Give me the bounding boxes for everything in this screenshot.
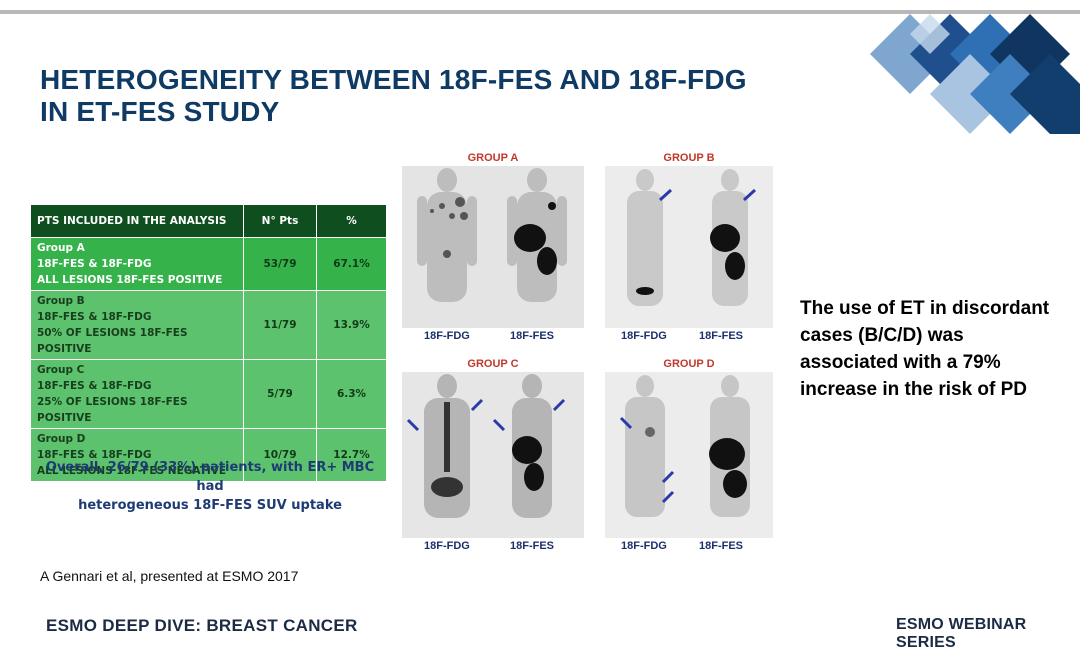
overall-summary: Overall, 26/79 (33%) patients, with ER+ … xyxy=(30,458,390,515)
group-d-label: GROUP D xyxy=(663,358,715,370)
group-tracers: 18F-FES & 18F-FDG xyxy=(37,449,152,461)
header-percent: % xyxy=(316,204,387,238)
group-b-fes-label: 18F-FES xyxy=(699,330,744,342)
page-title: HETEROGENEITY BETWEEN 18F-FES AND 18F-FD… xyxy=(40,64,760,128)
patients-table: PTS INCLUDED IN THE ANALYSIS N° Pts % Gr… xyxy=(30,204,387,482)
header-n-pts: N° Pts xyxy=(243,204,317,238)
table-row: Group B 18F-FES & 18F-FDG 50% OF LESIONS… xyxy=(30,290,387,360)
title-line-2: IN ET-FES STUDY xyxy=(40,96,280,127)
footer-brand-rest: WEBINAR SERIES xyxy=(896,616,1027,651)
group-d-fdg-label: 18F-FDG xyxy=(621,540,667,552)
group-c-fdg-label: 18F-FDG xyxy=(424,540,470,552)
row-n: 5/79 xyxy=(243,359,317,429)
table-header-row: PTS INCLUDED IN THE ANALYSIS N° Pts % xyxy=(30,204,387,238)
conclusion-line-3: associated with a 79% xyxy=(800,352,1001,373)
row-pct: 6.3% xyxy=(316,359,387,429)
conclusion-text: The use of ET in discordant cases (B/C/D… xyxy=(800,295,1070,403)
row-n: 11/79 xyxy=(243,290,317,360)
group-description: ALL LESIONS 18F-FES NEGATIVE xyxy=(37,465,227,477)
conclusion-line-1: The use of ET in discordant xyxy=(800,298,1050,319)
footer-brand: ESMO WEBINAR SERIES xyxy=(896,616,1080,652)
row-label: Group C 18F-FES & 18F-FDG 25% OF LESIONS… xyxy=(30,359,244,429)
scan-panel-group-c: GROUP C 18F-FDG 18F-FES xyxy=(402,358,584,552)
group-d-fes-label: 18F-FES xyxy=(699,540,744,552)
group-name: Group A xyxy=(37,242,85,254)
group-d-scan-image xyxy=(605,372,773,538)
group-description: ALL LESIONS 18F-FES POSITIVE xyxy=(37,274,223,286)
row-n: 53/79 xyxy=(243,237,317,291)
group-description: 50% OF LESIONS 18F-FES POSITIVE xyxy=(37,327,188,355)
group-c-scan-image xyxy=(402,372,584,538)
group-b-label: GROUP B xyxy=(663,152,715,164)
row-label: Group A 18F-FES & 18F-FDG ALL LESIONS 18… xyxy=(30,237,244,291)
group-c-fes-label: 18F-FES xyxy=(510,540,555,552)
footer-brand-esmo: ESMO xyxy=(896,616,944,633)
group-tracers: 18F-FES & 18F-FDG xyxy=(37,258,152,270)
table-row: Group A 18F-FES & 18F-FDG ALL LESIONS 18… xyxy=(30,237,387,291)
group-c-label: GROUP C xyxy=(467,358,519,370)
overall-line-2: heterogeneous 18F-FES SUV uptake xyxy=(78,498,342,513)
group-b-scan-image xyxy=(605,166,773,328)
conclusion-line-2: cases (B/C/D) was xyxy=(800,325,964,346)
group-description: 25% OF LESIONS 18F-FES POSITIVE xyxy=(37,396,188,424)
citation: A Gennari et al, presented at ESMO 2017 xyxy=(40,568,299,584)
overall-line-1: Overall, 26/79 (33%) patients, with ER+ … xyxy=(45,460,375,494)
scan-panel-group-a: GROUP A 18F-FDG 18F-FES xyxy=(402,152,584,342)
row-label: Group D 18F-FES & 18F-FDG ALL LESIONS 18… xyxy=(30,428,244,482)
scan-panel-group-b: GROUP B 18F-FDG 18F-FES xyxy=(605,152,773,342)
group-name: Group C xyxy=(37,364,85,376)
title-line-1: HETEROGENEITY BETWEEN 18F-FES AND 18F-FD… xyxy=(40,64,747,95)
row-label: Group B 18F-FES & 18F-FDG 50% OF LESIONS… xyxy=(30,290,244,360)
group-name: Group D xyxy=(37,433,86,445)
group-tracers: 18F-FES & 18F-FDG xyxy=(37,380,152,392)
group-a-fdg-label: 18F-FDG xyxy=(424,330,470,342)
conclusion-line-4: increase in the risk of PD xyxy=(800,379,1028,400)
table-row: Group D 18F-FES & 18F-FDG ALL LESIONS 18… xyxy=(30,428,387,482)
header-pts-included: PTS INCLUDED IN THE ANALYSIS xyxy=(30,204,244,238)
group-tracers: 18F-FES & 18F-FDG xyxy=(37,311,152,323)
group-name: Group B xyxy=(37,295,85,307)
group-b-fdg-label: 18F-FDG xyxy=(621,330,667,342)
scan-panel-group-d: GROUP D 18F-FDG 18F-FES xyxy=(605,358,773,552)
row-pct: 13.9% xyxy=(316,290,387,360)
group-a-scan-image xyxy=(402,166,584,328)
row-pct: 67.1% xyxy=(316,237,387,291)
table-row: Group C 18F-FES & 18F-FDG 25% OF LESIONS… xyxy=(30,359,387,429)
esmo-diamond-logo xyxy=(870,14,1080,134)
row-pct: 12.7% xyxy=(316,428,387,482)
top-divider-line xyxy=(0,10,1080,14)
group-a-label: GROUP A xyxy=(467,152,519,164)
footer-event-title: ESMO DEEP DIVE: BREAST CANCER xyxy=(46,616,358,635)
group-a-fes-label: 18F-FES xyxy=(510,330,555,342)
